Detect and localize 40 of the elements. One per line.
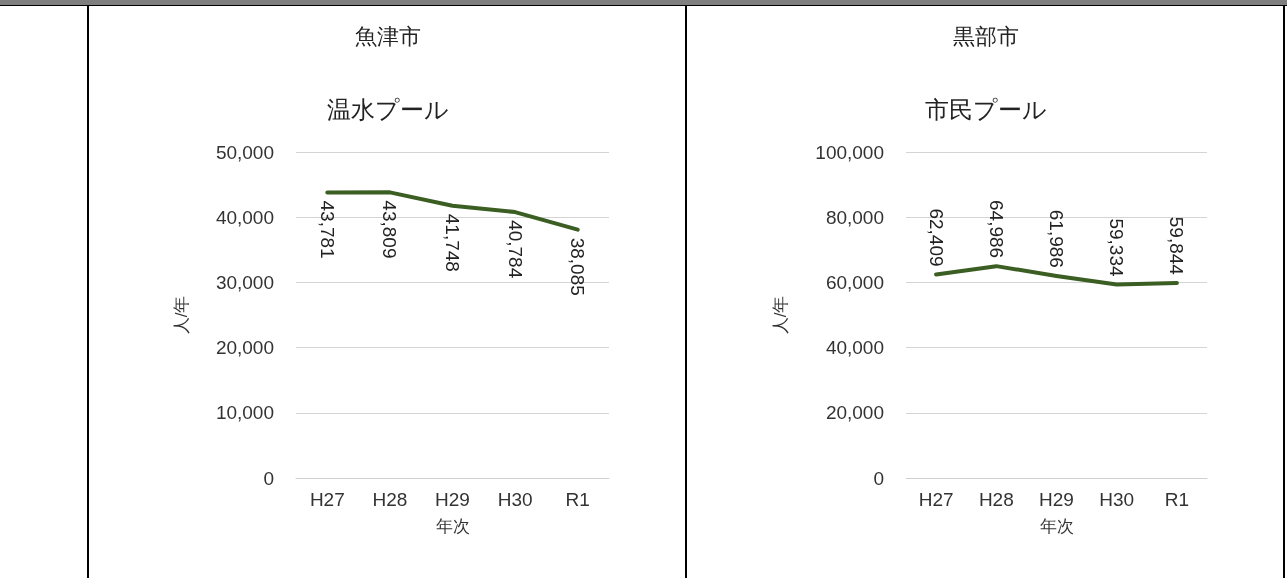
chart-subtitle: 市民プール [925,95,1047,123]
x-axis-title: 年次 [435,517,470,536]
y-axis-title: 人/年 [771,295,790,335]
data-label: 59,334 [1106,218,1128,277]
data-label: 61,986 [1046,209,1067,268]
x-axis-title: 年次 [1039,517,1074,536]
x-tick-label: H30 [1099,489,1135,510]
data-label: 40,784 [504,220,526,279]
y-tick-label: 40,000 [215,206,274,228]
y-tick-label: 60,000 [825,271,884,293]
data-label: 62,409 [925,208,947,267]
y-tick-label: 50,000 [215,141,274,163]
data-label: 43,781 [316,200,338,259]
y-tick-label: 20,000 [825,402,884,424]
data-label: 64,986 [985,200,1007,259]
x-tick-label: H29 [1039,489,1074,510]
chart-title: 魚津市 [355,23,421,49]
x-tick-label: H29 [435,489,470,510]
y-tick-label: 80,000 [825,206,884,228]
data-label: 43,809 [379,200,401,259]
chart-subtitle: 温水プール [327,95,449,123]
x-tick-label: H28 [978,489,1014,510]
x-tick-label: H30 [497,489,533,510]
x-tick-label: H27 [918,489,954,510]
y-tick-label: 100,000 [815,141,884,163]
chart-title: 黒部市 [953,23,1019,49]
data-label: 41,748 [442,213,463,272]
y-axis-title: 人/年 [172,295,191,335]
data-label: 38,085 [567,237,589,296]
y-tick-label: 10,000 [215,402,274,424]
y-tick-label: 40,000 [825,337,884,359]
x-tick-label: H28 [372,489,408,510]
y-tick-label: 20,000 [215,337,274,359]
y-tick-label: 30,000 [215,271,274,293]
y-tick-label: 0 [263,467,274,489]
y-tick-label: 0 [873,467,884,489]
x-tick-label: H27 [309,489,345,510]
x-tick-label: R1 [565,489,590,510]
data-label: 59,844 [1166,216,1188,276]
x-tick-label: R1 [1164,489,1190,510]
